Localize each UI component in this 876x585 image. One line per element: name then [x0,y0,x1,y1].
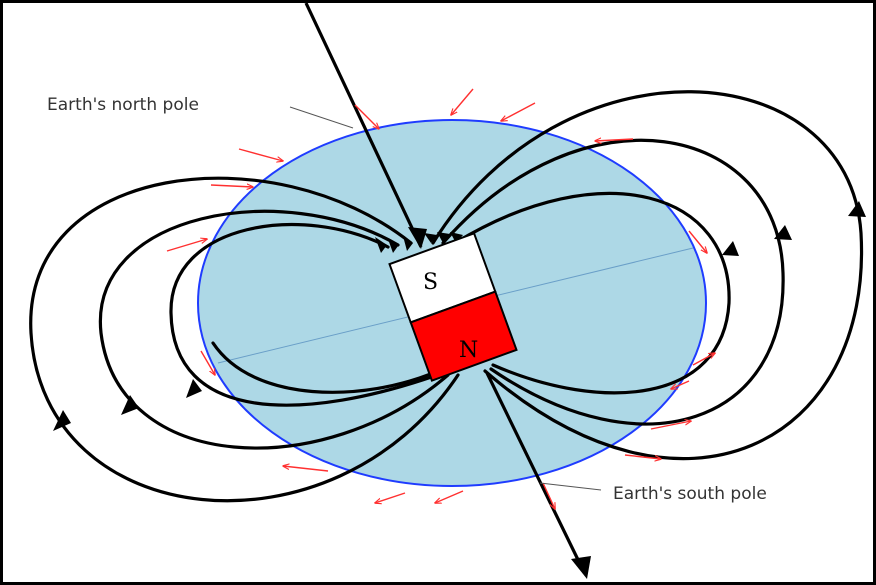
magnet-north-half [409,290,518,382]
magnet-north-label: N [459,338,478,363]
field-line-left-3 [211,341,440,394]
arrowhead-left-1 [53,410,71,431]
arrowhead-left-2 [121,395,139,415]
arrowhead-right-2 [774,225,792,240]
arrowhead-top-3 [403,236,413,251]
arrowhead-top-2 [388,239,398,253]
south-pole-leader [539,482,602,491]
field-line-right-middle [441,138,785,426]
bar-magnet [388,232,518,382]
field-lines-left [29,176,460,503]
field-line-heads [53,201,866,431]
red-direction-arrows [166,88,715,509]
arrowhead-top-5 [437,232,450,243]
dipole-axis-bottom-head [571,556,591,579]
south-pole-label: Earth's south pole [613,484,767,504]
magnet-south-label: S [423,270,438,295]
arrowhead-left-3 [186,379,202,398]
north-pole-label: Earth's north pole [47,95,199,115]
field-line-left-outer [29,176,460,503]
north-pole-leader [289,106,354,129]
field-lines-right [431,90,864,461]
arrowhead-top-4 [424,233,437,243]
field-line-left-inner [169,222,445,407]
arrowhead-right-3 [848,201,866,217]
dipole-axis-top [304,3,423,248]
dipole-axis-bottom [485,372,585,571]
field-line-right-inner [453,191,731,395]
dipole-axis-top-head [408,227,427,249]
arrowhead-top-1 [375,237,387,253]
arrowhead-top-6 [450,232,463,243]
magnetic-field-diagram: S N Earth's north pole Earth's south pol… [29,3,866,579]
field-line-left-middle [98,209,450,450]
field-line-right-outer [431,90,864,461]
arrowhead-right-1 [722,241,739,256]
